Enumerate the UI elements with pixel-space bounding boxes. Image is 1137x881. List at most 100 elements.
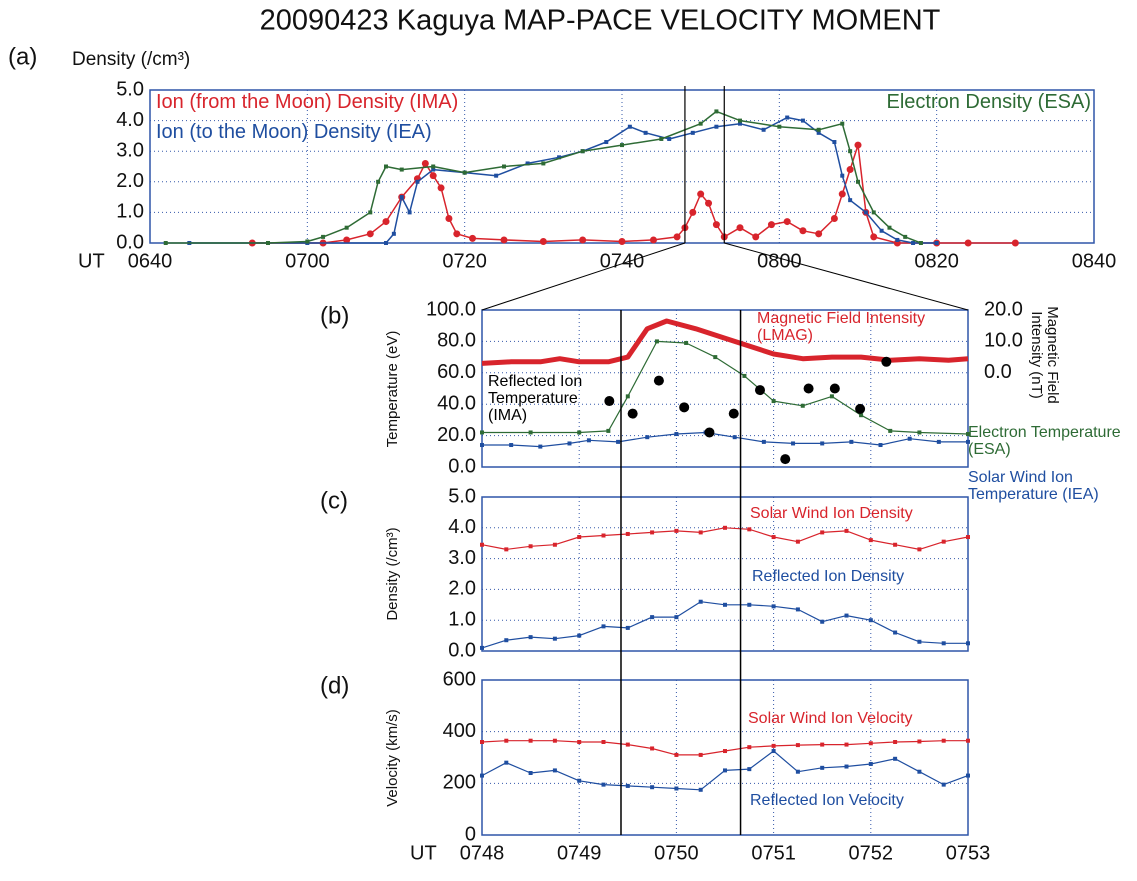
data-point — [502, 164, 506, 169]
data-point — [384, 241, 388, 245]
data-point — [601, 740, 606, 744]
data-point — [747, 527, 752, 532]
data-point — [917, 547, 922, 552]
data-point — [649, 236, 657, 244]
series-label: Electron Temperature (ESA) — [968, 424, 1121, 458]
data-point — [893, 756, 898, 761]
data-point — [732, 435, 737, 440]
y-tick-label: 60.0 — [437, 361, 476, 383]
data-point — [966, 773, 970, 778]
chart-title: 20090423 Kaguya MAP-PACE VELOCITY MOMENT — [260, 5, 941, 37]
data-point — [941, 539, 946, 544]
data-point — [618, 237, 626, 245]
data-point — [321, 234, 326, 239]
data-point — [844, 528, 849, 533]
y-tick-label: 5.0 — [116, 78, 144, 100]
data-point — [803, 383, 814, 394]
data-point — [343, 236, 351, 244]
data-point — [820, 441, 825, 446]
data-point — [305, 239, 310, 244]
data-point — [738, 121, 742, 126]
data-point — [391, 231, 396, 236]
data-point — [799, 227, 807, 235]
data-point — [844, 764, 849, 769]
data-point — [714, 124, 719, 129]
x-tick-label: 0800 — [757, 250, 802, 272]
data-point — [780, 454, 791, 465]
series-label: Magnetic Field Intensity (LMAG) — [757, 310, 926, 344]
series-label: Solar Wind Ion Temperature (IEA) — [968, 469, 1099, 503]
data-point — [917, 430, 922, 435]
data-point — [848, 198, 853, 203]
data-point — [936, 439, 941, 444]
y-axis-label: Velocity (km/s) — [384, 708, 402, 807]
data-point — [783, 218, 791, 226]
series-label: Ion (to the Moon) Density (IEA) — [156, 121, 432, 143]
data-point — [771, 749, 776, 754]
data-point — [421, 159, 429, 167]
data-point — [868, 741, 873, 746]
data-point — [399, 195, 404, 200]
data-point — [480, 443, 484, 448]
data-point — [625, 783, 630, 788]
data-point — [625, 531, 630, 536]
data-point — [698, 530, 703, 535]
data-point — [528, 635, 533, 640]
data-point — [344, 225, 349, 230]
y2-tick-label: 20.0 — [984, 298, 1023, 320]
data-point — [859, 413, 864, 418]
y-tick-label: 20.0 — [437, 424, 476, 446]
y-tick-label: 400 — [443, 720, 476, 742]
data-point — [653, 375, 664, 386]
data-point — [879, 228, 884, 233]
y-tick-label: 40.0 — [437, 392, 476, 414]
data-point — [868, 538, 873, 543]
series-line — [482, 431, 968, 448]
data-point — [795, 539, 800, 544]
data-point — [689, 208, 697, 216]
plot-frame — [481, 309, 969, 468]
data-point — [674, 615, 679, 620]
data-point — [415, 179, 420, 184]
y2-tick-label: 10.0 — [984, 330, 1023, 352]
x-axis-label: UT — [78, 250, 105, 272]
data-point — [577, 778, 582, 783]
data-point — [911, 241, 916, 245]
x-tick-label: 0840 — [1072, 250, 1117, 272]
data-point — [800, 403, 805, 408]
panel-label: (d) — [320, 672, 349, 699]
y-tick-label: 3.0 — [116, 139, 144, 161]
series-line — [481, 601, 968, 649]
data-point — [934, 241, 939, 245]
data-point — [771, 604, 776, 609]
data-point — [697, 190, 705, 198]
y-tick-label: 5.0 — [448, 485, 476, 507]
data-point — [586, 438, 591, 443]
data-point — [674, 752, 679, 757]
data-point — [601, 624, 606, 629]
data-point — [538, 444, 543, 449]
data-point — [567, 441, 572, 446]
data-point — [856, 179, 860, 184]
data-point — [832, 140, 837, 145]
data-point — [650, 530, 655, 535]
data-point — [844, 613, 849, 618]
data-point — [577, 430, 582, 435]
data-point — [887, 225, 892, 230]
data-point — [855, 403, 866, 414]
y-tick-label: 600 — [443, 668, 476, 690]
series-line — [252, 144, 1016, 244]
data-point — [895, 237, 900, 242]
data-point — [480, 773, 484, 778]
panel-label: (b) — [320, 302, 349, 329]
data-point — [893, 542, 898, 547]
data-point — [625, 742, 630, 747]
series-line — [165, 110, 922, 244]
data-point — [431, 164, 436, 169]
data-point — [848, 149, 853, 154]
data-point — [761, 439, 766, 444]
data-point — [712, 221, 720, 229]
x-tick-label: 0753 — [946, 842, 991, 864]
data-point — [376, 179, 381, 184]
data-point — [863, 210, 868, 215]
